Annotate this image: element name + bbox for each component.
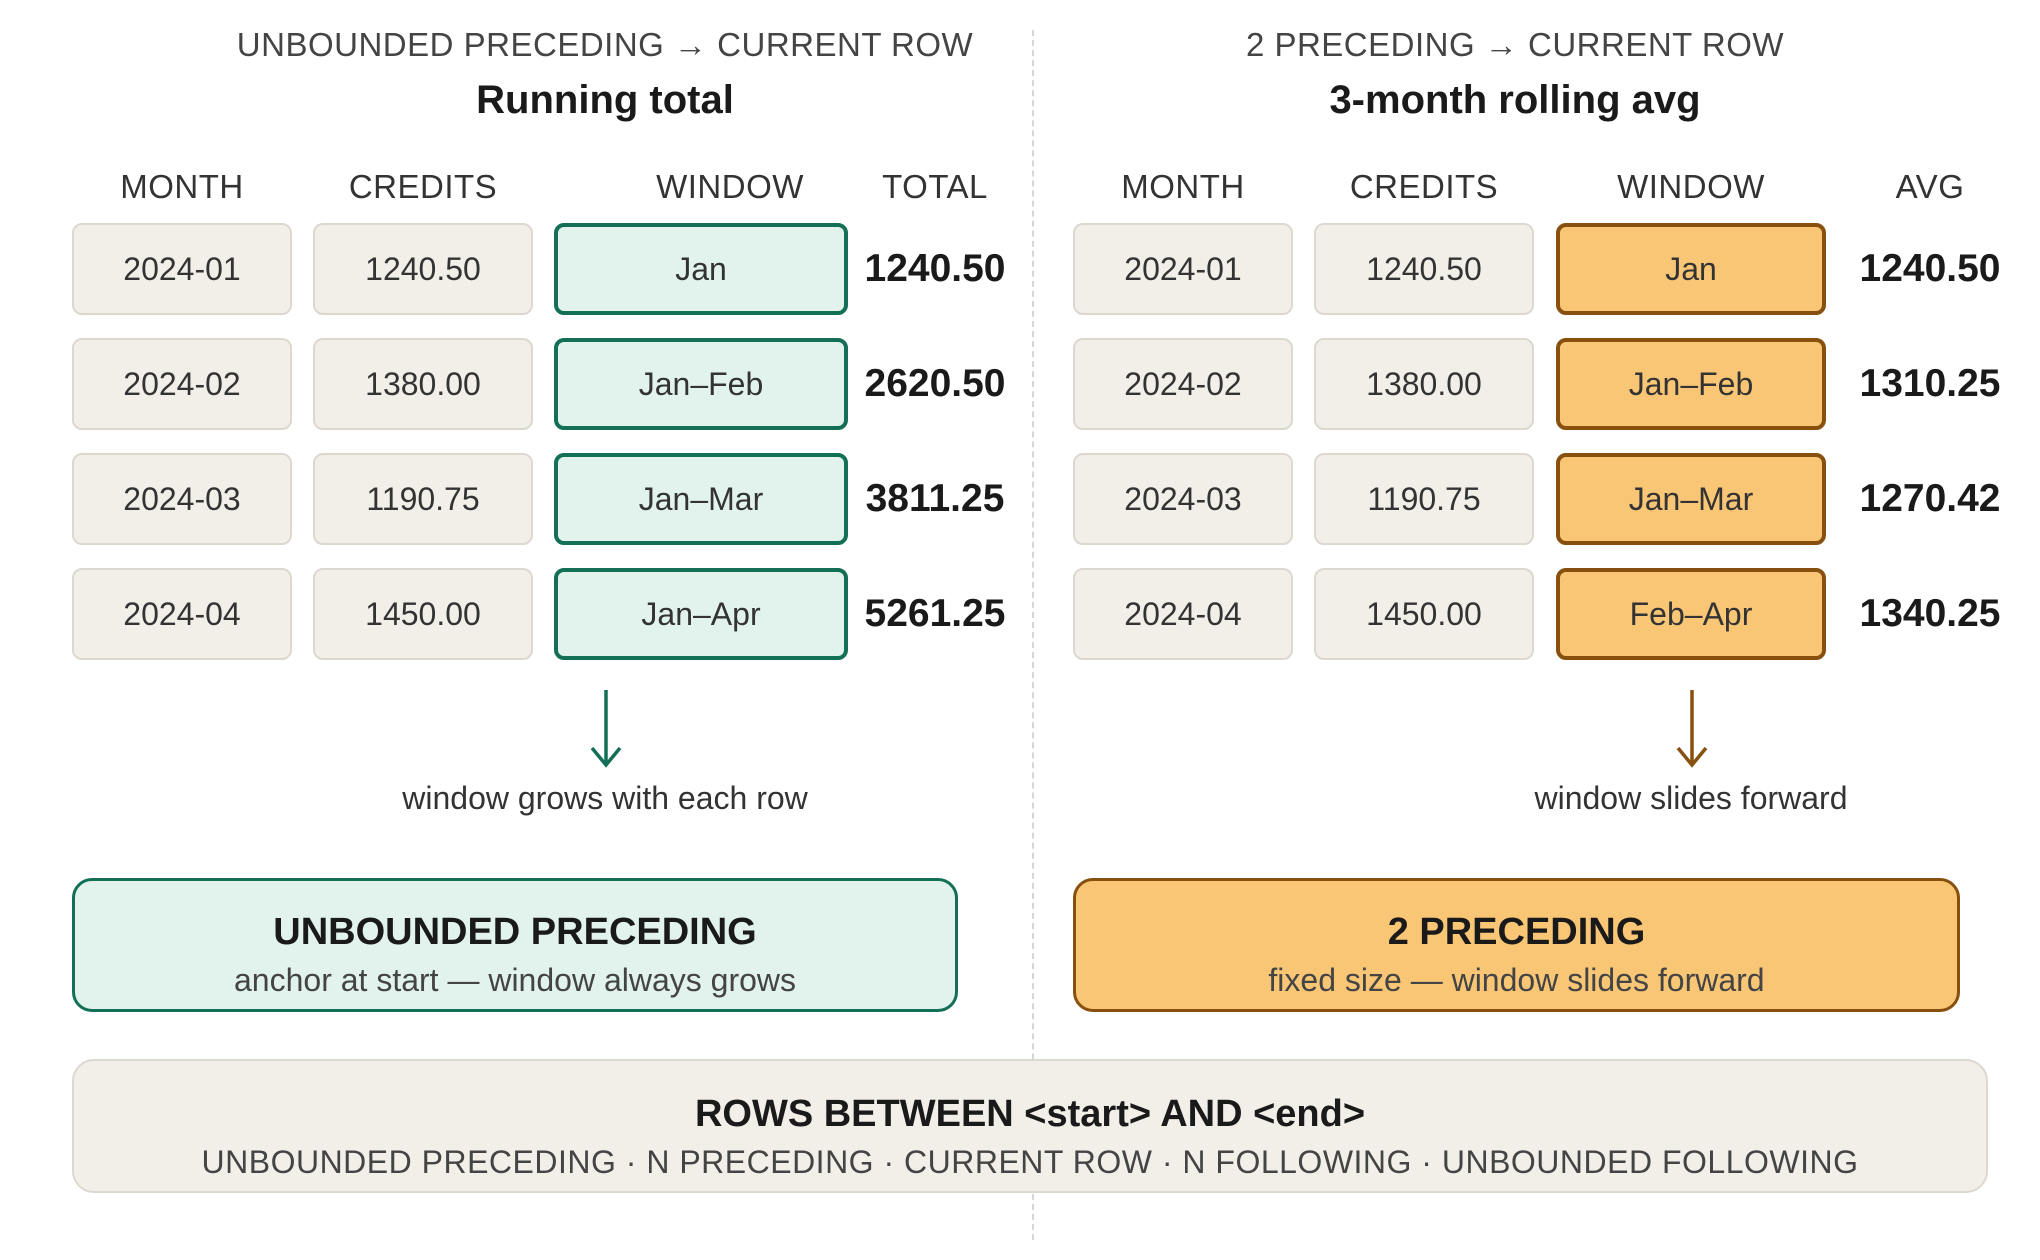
left-credits-cell: 1450.00	[313, 568, 533, 660]
left-total-value: 3811.25	[865, 477, 1005, 520]
right-box-subtitle: fixed size — window slides forward	[1268, 962, 1765, 998]
arrow-down-icon	[1676, 690, 1708, 768]
left-credits-cell: 1190.75	[313, 453, 533, 545]
left-window-cell: Jan–Apr	[554, 568, 848, 660]
right-month-cell: 2024-01	[1073, 223, 1293, 315]
left-total-value: 2620.50	[864, 362, 1006, 405]
right-month-cell: 2024-04	[1073, 568, 1293, 660]
right-summary-box: 2 PRECEDING fixed size — window slides f…	[1073, 878, 1960, 1012]
left-month-cell: 2024-02	[72, 338, 292, 430]
right-month-cell: 2024-02	[1073, 338, 1293, 430]
right-credits-cell: 1190.75	[1314, 453, 1534, 545]
right-header-credits: CREDITS	[1349, 168, 1499, 205]
left-note: window grows with each row	[402, 780, 808, 816]
right-note: window slides forward	[1534, 780, 1848, 816]
right-box-title: 2 PRECEDING	[1387, 911, 1646, 953]
right-avg-value: 1310.25	[1859, 362, 2001, 405]
right-avg-value: 1340.25	[1859, 592, 2001, 635]
left-month-cell: 2024-01	[72, 223, 292, 315]
right-credits-cell: 1450.00	[1314, 568, 1534, 660]
left-window-cell: Jan–Mar	[554, 453, 848, 545]
right-header-avg: AVG	[1895, 168, 1965, 205]
center-divider	[1032, 30, 1034, 1240]
syntax-title: ROWS BETWEEN <start> AND <end>	[694, 1093, 1366, 1135]
left-credits-cell: 1240.50	[313, 223, 533, 315]
left-window-cell: Jan–Feb	[554, 338, 848, 430]
left-header-month: MONTH	[120, 168, 244, 205]
left-header-window: WINDOW	[656, 168, 804, 205]
syntax-options: UNBOUNDED PRECEDING · N PRECEDING · CURR…	[201, 1144, 1859, 1180]
right-avg-value: 1270.42	[1859, 477, 2001, 520]
left-box-title: UNBOUNDED PRECEDING	[273, 911, 757, 953]
right-credits-cell: 1380.00	[1314, 338, 1534, 430]
left-total-value: 5261.25	[864, 592, 1006, 635]
left-frame-label: UNBOUNDED PRECEDING → CURRENT ROW	[236, 26, 974, 63]
right-credits-cell: 1240.50	[1314, 223, 1534, 315]
left-credits-cell: 1380.00	[313, 338, 533, 430]
left-month-cell: 2024-03	[72, 453, 292, 545]
right-header-window: WINDOW	[1617, 168, 1765, 205]
right-title: 3-month rolling avg	[1329, 78, 1701, 122]
left-box-subtitle: anchor at start — window always grows	[234, 962, 796, 998]
right-header-month: MONTH	[1121, 168, 1245, 205]
right-frame-label: 2 PRECEDING → CURRENT ROW	[1245, 26, 1785, 63]
left-summary-box: UNBOUNDED PRECEDING anchor at start — wi…	[72, 878, 958, 1012]
left-month-cell: 2024-04	[72, 568, 292, 660]
right-window-cell: Jan–Feb	[1556, 338, 1826, 430]
right-month-cell: 2024-03	[1073, 453, 1293, 545]
left-title: Running total	[476, 78, 734, 122]
left-header-credits: CREDITS	[348, 168, 498, 205]
right-avg-value: 1240.50	[1859, 247, 2001, 290]
left-window-cell: Jan	[554, 223, 848, 315]
right-window-cell: Jan	[1556, 223, 1826, 315]
syntax-box: ROWS BETWEEN <start> AND <end> UNBOUNDED…	[72, 1059, 1988, 1193]
left-total-value: 1240.50	[864, 247, 1006, 290]
right-window-cell: Jan–Mar	[1556, 453, 1826, 545]
left-header-total: TOTAL	[882, 168, 988, 205]
right-window-cell: Feb–Apr	[1556, 568, 1826, 660]
arrow-down-icon	[590, 690, 622, 768]
